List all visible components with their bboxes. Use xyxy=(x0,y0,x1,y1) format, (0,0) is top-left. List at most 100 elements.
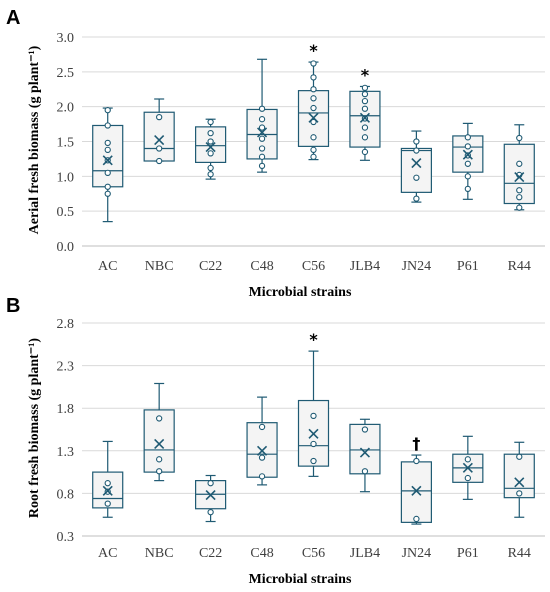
data-point xyxy=(207,164,214,172)
data-point xyxy=(156,456,163,463)
panel-a-category-label: JLB4 xyxy=(350,259,380,274)
data-point xyxy=(413,457,420,465)
panel-a-y-tick-label: 2.5 xyxy=(57,66,75,81)
panel-b-category-label: P61 xyxy=(457,546,479,561)
panel-a-box-jn24 xyxy=(400,130,432,203)
data-point xyxy=(361,468,369,475)
mean-marker xyxy=(205,490,216,501)
panel-b-y-tick-label: 2.8 xyxy=(57,317,75,332)
data-point xyxy=(516,160,523,167)
data-point xyxy=(464,143,471,150)
data-point xyxy=(361,134,369,141)
mean-marker xyxy=(514,171,525,183)
panel-b-box-r44 xyxy=(503,441,535,518)
data-point xyxy=(104,139,111,147)
mean-marker xyxy=(411,158,422,169)
panel-a-category-label: C22 xyxy=(199,259,222,274)
panel-a-y-tick-label: 0.5 xyxy=(57,205,75,220)
data-point xyxy=(516,490,523,497)
iqr-box xyxy=(92,124,124,188)
data-point xyxy=(413,138,420,145)
data-point xyxy=(310,134,317,141)
data-point xyxy=(361,84,369,92)
panel-b-box-c22 xyxy=(195,474,227,523)
panel-b-y-ticks: 0.3 0.8 1.3 1.8 2.3 2.8 xyxy=(57,317,75,545)
panel-b-x-axis-title: Microbial strains xyxy=(249,572,352,587)
panel-b-box-p61 xyxy=(452,435,484,500)
panel-a: A 0.00.51.01.52.02.53.0 ** AC NBC C22 C48 C5… xyxy=(6,7,545,300)
data-point xyxy=(464,134,471,141)
mean-marker xyxy=(256,127,268,138)
panel-a-y-tick-label: 0.0 xyxy=(57,240,75,255)
panel-b-y-axis-title: Root fresh biomass (g plant⁻¹) xyxy=(27,338,42,518)
significance-mark: * xyxy=(361,65,370,84)
data-point xyxy=(413,195,420,202)
data-point xyxy=(310,412,317,420)
panel-b-box-jlb4 xyxy=(349,418,381,493)
data-point xyxy=(516,134,523,142)
data-point xyxy=(464,185,471,193)
panel-b-category-label: JN24 xyxy=(402,546,432,561)
data-point xyxy=(310,440,317,448)
panel-a-y-tick-label: 3.0 xyxy=(57,31,75,46)
data-point xyxy=(104,107,111,114)
mean-marker xyxy=(154,135,165,146)
mean-marker xyxy=(359,447,371,458)
data-point xyxy=(258,135,266,142)
panel-b-box-c56: * xyxy=(297,330,330,477)
mean-marker xyxy=(462,149,473,160)
panel-b-category-label: AC xyxy=(98,546,117,561)
data-point xyxy=(464,456,471,463)
panel-a-category-label: C48 xyxy=(250,259,273,274)
panel-b-box-jn24: † xyxy=(400,434,432,525)
data-point xyxy=(413,174,420,181)
data-point xyxy=(361,426,369,433)
panel-a-category-label: JN24 xyxy=(402,259,432,274)
data-point xyxy=(310,95,317,102)
panel-b-box-ac xyxy=(92,440,124,518)
iqr-box xyxy=(400,461,432,523)
data-point xyxy=(464,173,471,180)
panel-a-category-label: P61 xyxy=(457,259,479,274)
data-point xyxy=(310,457,317,465)
panel-a-y-tick-label: 2.0 xyxy=(57,101,75,116)
mean-marker xyxy=(411,485,422,496)
panel-b-y-tick-label: 1.3 xyxy=(57,445,75,460)
mean-marker xyxy=(359,112,371,123)
data-point xyxy=(310,104,317,112)
data-point xyxy=(361,124,369,131)
panel-a-category-label: AC xyxy=(98,259,117,274)
panel-b-category-label: C22 xyxy=(199,546,222,561)
data-point xyxy=(361,90,369,98)
data-point xyxy=(207,480,214,487)
data-point xyxy=(207,138,214,145)
panel-a-x-axis-title: Microbial strains xyxy=(249,285,352,300)
data-point xyxy=(156,468,163,475)
panel-a-category-labels: AC NBC C22 C48 C56 JLB4 JN24 P61 R44 xyxy=(98,259,531,274)
data-point xyxy=(104,183,111,190)
data-point xyxy=(310,86,317,93)
panel-a-y-tick-label: 1.5 xyxy=(57,136,75,151)
data-point xyxy=(207,150,214,157)
data-point xyxy=(258,124,266,131)
mean-marker xyxy=(308,428,319,439)
data-point xyxy=(104,146,111,154)
mean-marker xyxy=(514,477,525,488)
data-point xyxy=(156,415,163,422)
data-point xyxy=(310,60,317,67)
panel-a-box-r44 xyxy=(503,124,535,211)
mean-marker xyxy=(308,112,319,123)
panel-b-label: B xyxy=(6,295,20,317)
data-point xyxy=(258,116,266,123)
panel-b-y-tick-label: 0.8 xyxy=(57,487,75,502)
panel-a-boxes: ** xyxy=(92,41,535,223)
panel-b-y-tick-label: 1.8 xyxy=(57,402,75,417)
data-point xyxy=(207,171,214,178)
panel-b-boxes: *† xyxy=(92,330,535,525)
data-point xyxy=(258,145,266,152)
data-point xyxy=(207,129,214,137)
data-point xyxy=(361,148,369,156)
mean-marker xyxy=(256,445,268,456)
data-point xyxy=(361,105,369,112)
